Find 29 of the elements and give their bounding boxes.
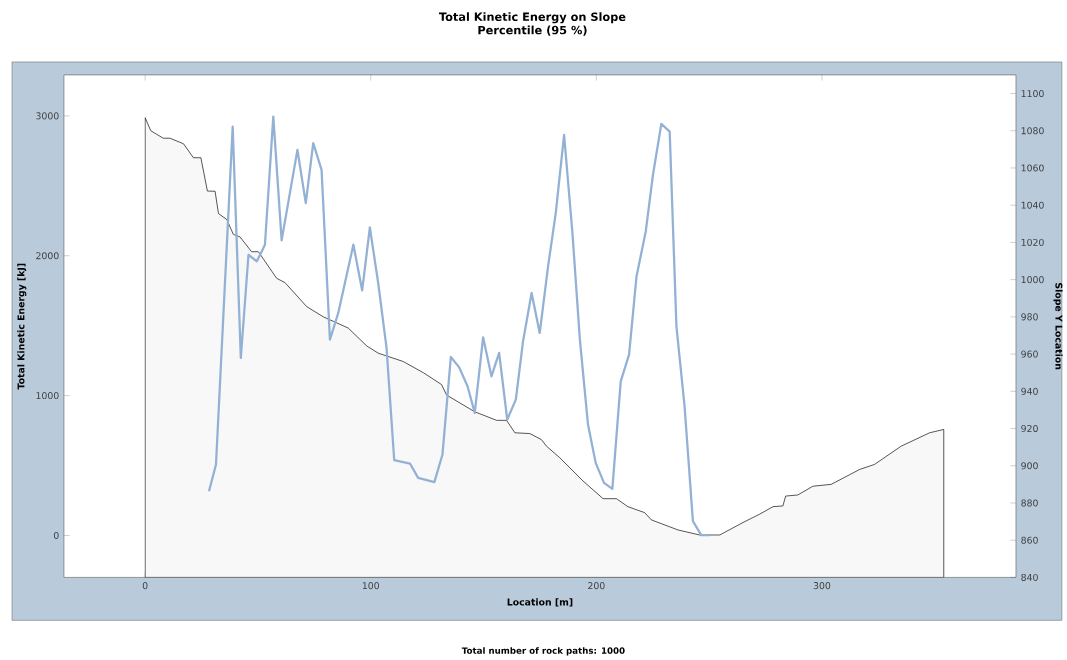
x-tick-label: 200 — [588, 582, 605, 590]
y2-tick-label: 1020 — [1021, 238, 1044, 246]
y2-tick-label: 1080 — [1021, 127, 1044, 135]
y2-tick-label: 1000 — [1021, 276, 1044, 284]
y2-tick-label: 880 — [1021, 499, 1038, 507]
y2-tick-label: 940 — [1021, 387, 1038, 395]
x-axis-title: Location [m] — [507, 598, 573, 607]
x-tick-label: 100 — [362, 582, 380, 590]
x-tick-label: 300 — [813, 582, 831, 590]
y2-tick-label: 900 — [1021, 462, 1038, 470]
y-axis-title: Total Kinetic Energy [kJ] — [17, 263, 27, 390]
text: Total number of rock paths: 1000 — [461, 647, 625, 656]
chart-subtitle: Percentile (95 %) — [478, 25, 587, 36]
y2-tick-label: 960 — [1021, 350, 1038, 358]
chart-title: Total Kinetic Energy on Slope — [438, 12, 626, 24]
y2-tick-label: 1100 — [1021, 90, 1044, 98]
y2-tick-label: 920 — [1021, 425, 1038, 433]
y2-tick-label: 980 — [1021, 313, 1038, 321]
y-tick-label: 0 — [53, 531, 59, 539]
x-tick-label: 0 — [142, 582, 148, 590]
y-tick-label: 3000 — [36, 112, 59, 120]
y2-tick-label: 1060 — [1021, 164, 1044, 172]
y-tick-label: 2000 — [36, 252, 59, 260]
line-series — [207, 115, 711, 537]
y2-axis-title: Slope Y Location — [1053, 283, 1063, 370]
y2-tick-label: 840 — [1021, 573, 1038, 581]
y-tick-label: 1000 — [36, 392, 59, 400]
y2-tick-label: 1040 — [1021, 201, 1044, 209]
y2-tick-label: 860 — [1021, 536, 1038, 544]
